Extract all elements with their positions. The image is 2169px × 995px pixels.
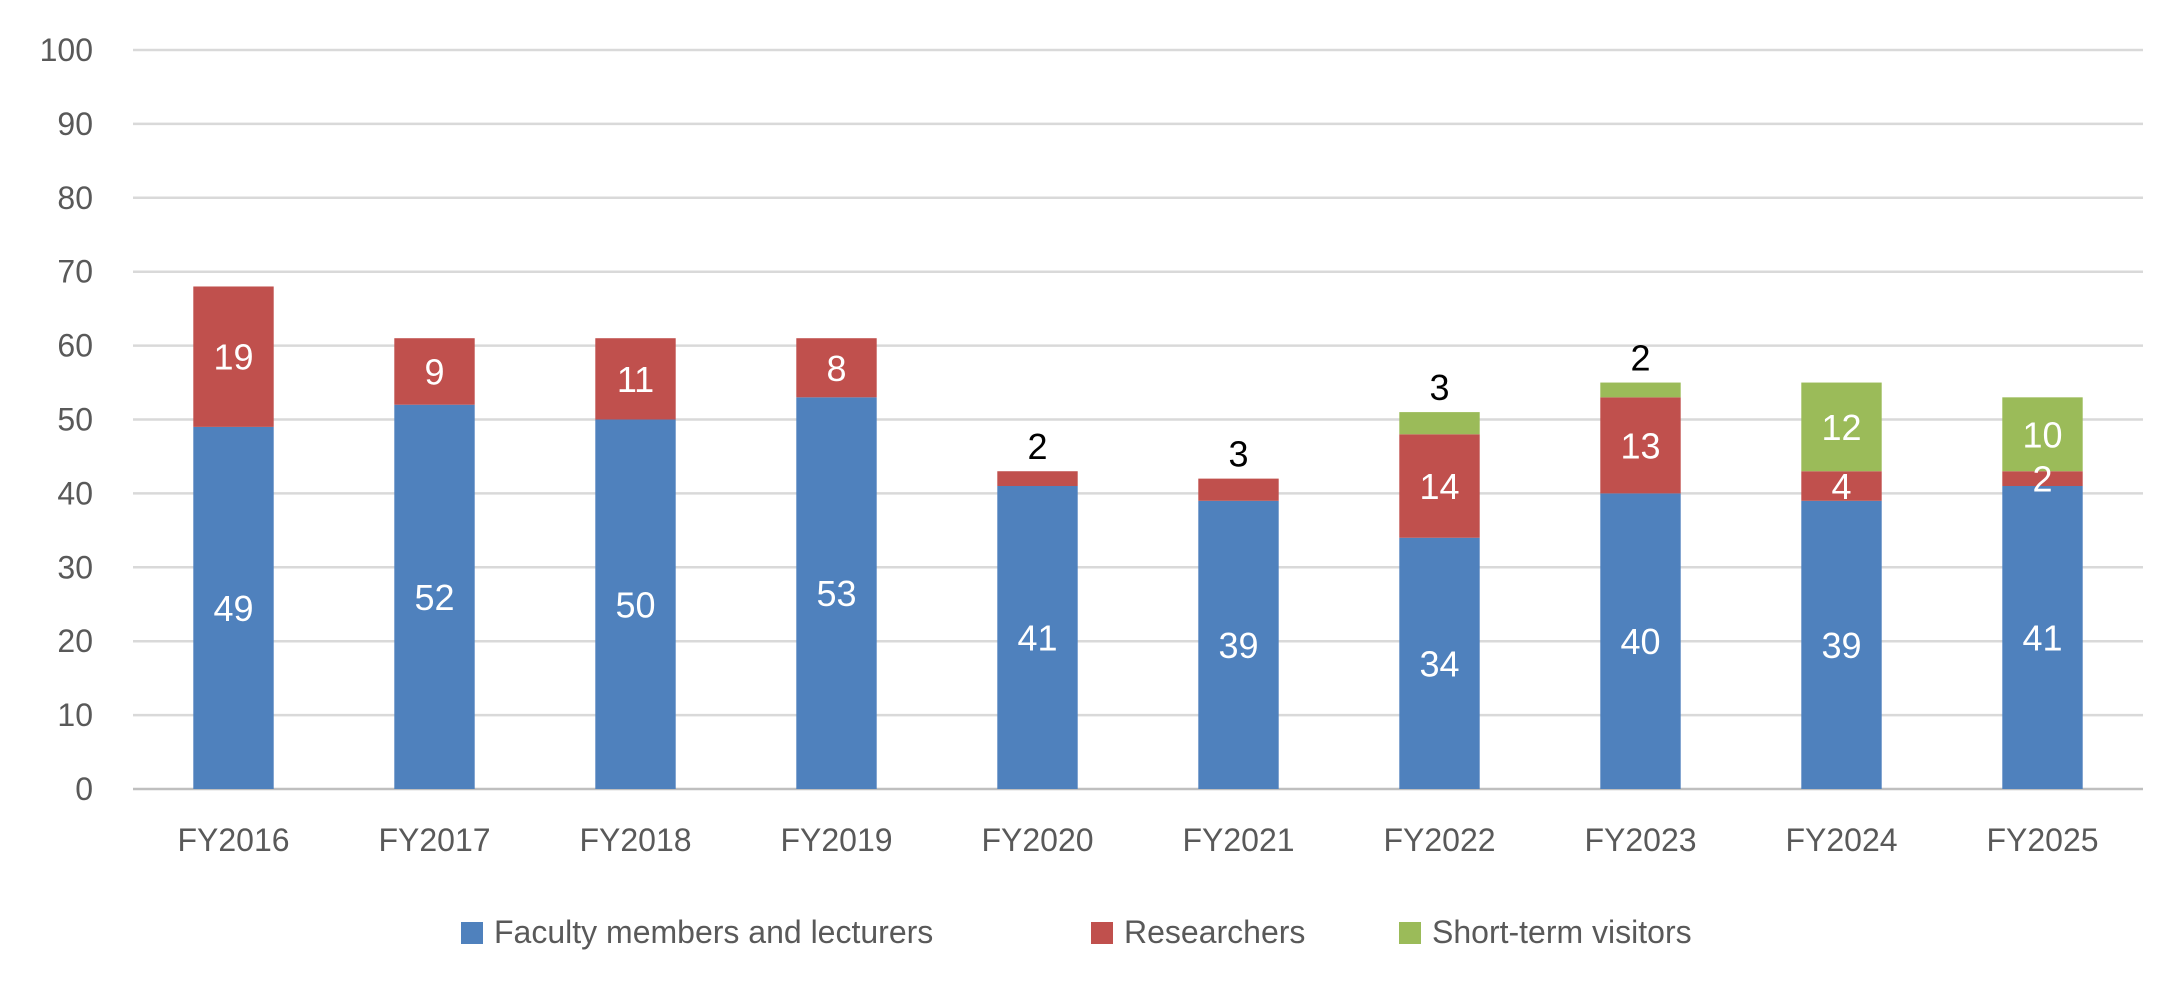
x-tick-label: FY2024: [1785, 822, 1897, 858]
bar-segment-researchers: [1399, 434, 1480, 538]
bar-segment-researchers: [1801, 471, 1882, 501]
data-label: 3: [1228, 434, 1248, 475]
data-label: 2: [1027, 426, 1047, 467]
bar-segment-faculty-members-and-lecturers: [1399, 537, 1480, 789]
x-tick-label: FY2020: [981, 822, 1093, 858]
bar-segment-researchers: [997, 471, 1078, 487]
bar-segment-faculty-members-and-lecturers: [595, 419, 676, 789]
data-label: 10: [2022, 414, 2062, 455]
data-label: 49: [213, 588, 253, 629]
bar-segment-short-term-visitors: [1399, 412, 1480, 435]
data-label: 39: [1821, 625, 1861, 666]
bar-segment-faculty-members-and-lecturers: [394, 404, 475, 789]
data-label: 2: [1630, 338, 1650, 379]
data-label: 4: [1831, 466, 1851, 507]
x-axis-ticks: FY2016 FY2017 FY2018 FY2019 FY2020 FY2021 FY20…: [177, 822, 2098, 858]
y-tick-label: 60: [57, 328, 93, 364]
data-label: 13: [1620, 425, 1660, 466]
x-tick-label: FY2023: [1584, 822, 1696, 858]
data-label: 11: [617, 359, 654, 400]
bar-segment-faculty-members-and-lecturers: [2002, 486, 2083, 789]
legend-label: Researchers: [1124, 914, 1305, 950]
legend-swatch: [1091, 922, 1113, 944]
legend-swatch: [1399, 922, 1421, 944]
y-tick-label: 80: [57, 180, 93, 216]
y-tick-label: 20: [57, 623, 93, 659]
x-tick-label: FY2019: [780, 822, 892, 858]
bar-segment-researchers: [595, 338, 676, 420]
data-label: 50: [615, 584, 655, 625]
bars: [193, 286, 2083, 789]
data-label: 8: [826, 348, 846, 389]
data-label: 3: [1429, 367, 1449, 408]
bar-segment-short-term-visitors: [1801, 382, 1882, 472]
data-label: 39: [1218, 625, 1258, 666]
data-label: 41: [1017, 618, 1057, 659]
x-tick-label: FY2021: [1182, 822, 1294, 858]
data-label: 53: [816, 573, 856, 614]
data-label: 19: [213, 337, 253, 378]
bar-segment-faculty-members-and-lecturers: [1600, 493, 1681, 789]
bar-segment-researchers: [796, 338, 877, 398]
bar-segment-short-term-visitors: [2002, 397, 2083, 472]
legend-swatch: [461, 922, 483, 944]
data-label: 9: [424, 351, 444, 392]
y-tick-label: 30: [57, 549, 93, 585]
bar-segment-faculty-members-and-lecturers: [1801, 500, 1882, 789]
x-tick-label: FY2017: [378, 822, 490, 858]
data-label: 14: [1419, 466, 1459, 507]
bar-segment-faculty-members-and-lecturers: [997, 486, 1078, 789]
bar-segment-faculty-members-and-lecturers: [1198, 500, 1279, 789]
y-tick-label: 100: [40, 32, 93, 68]
x-tick-label: FY2018: [579, 822, 691, 858]
data-label: 41: [2022, 618, 2062, 659]
bar-segment-short-term-visitors: [1600, 382, 1681, 398]
y-tick-label: 0: [75, 771, 93, 807]
y-tick-label: 10: [57, 697, 93, 733]
y-axis-ticks: 0 10 20 30 40 50 60 70 80 90 100: [40, 32, 93, 807]
bar-segment-researchers: [1600, 397, 1681, 494]
y-tick-label: 70: [57, 254, 93, 290]
data-label: 34: [1419, 643, 1459, 684]
bar-segment-faculty-members-and-lecturers: [796, 397, 877, 789]
data-label: 40: [1620, 621, 1660, 662]
legend: Faculty members and lecturers Researchers…: [461, 914, 1692, 950]
x-tick-label: FY2022: [1383, 822, 1495, 858]
y-tick-label: 40: [57, 475, 93, 511]
data-label: 12: [1821, 407, 1861, 448]
bar-segment-researchers: [1198, 478, 1279, 501]
data-label: 52: [414, 577, 454, 618]
legend-label: Faculty members and lecturers: [494, 914, 933, 950]
bar-segment-researchers: [394, 338, 475, 405]
y-tick-label: 50: [57, 402, 93, 438]
x-tick-label: FY2016: [177, 822, 289, 858]
bar-segment-researchers: [193, 286, 274, 427]
bar-segment-researchers: [2002, 471, 2083, 487]
y-tick-label: 90: [57, 106, 93, 142]
bar-segment-faculty-members-and-lecturers: [193, 426, 274, 789]
legend-label: Short-term visitors: [1432, 914, 1692, 950]
x-tick-label: FY2025: [1986, 822, 2098, 858]
data-label: 2: [2032, 459, 2052, 500]
